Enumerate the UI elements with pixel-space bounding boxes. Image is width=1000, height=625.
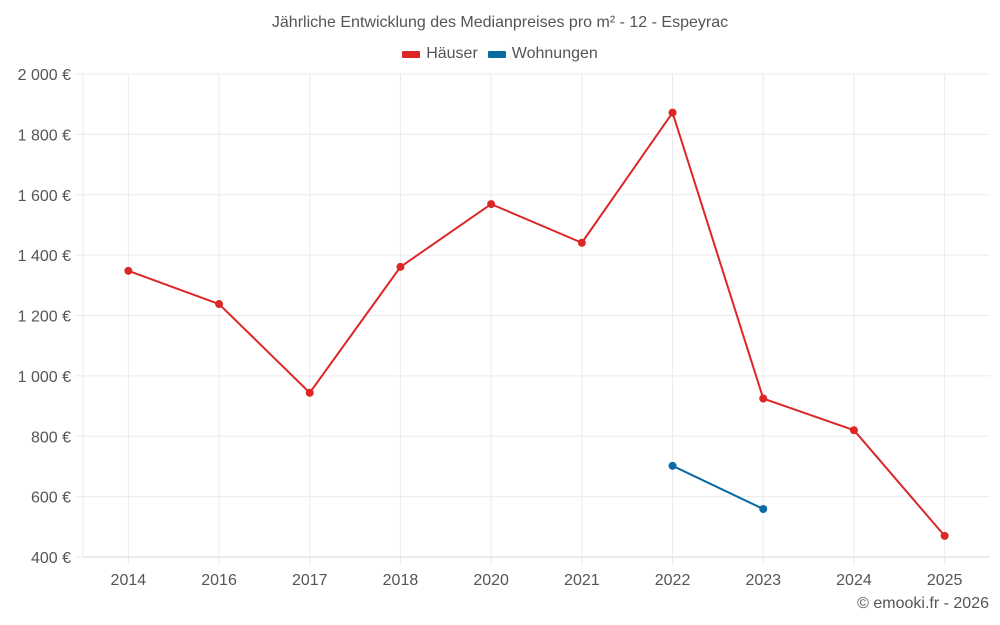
y-axis: 400 € 600 € 800 € 1 000 € 1 200 € 1 400 € 1 60… [18,67,71,567]
data-point-haeuser [124,266,133,275]
legend-label-wohnungen: Wohnungen [511,45,598,62]
x-tick-label: 2023 [745,572,781,589]
data-point-haeuser [396,262,405,271]
x-axis: 2014 2016 2017 2018 2020 2021 2022 2023 2024 2025 [111,572,963,589]
x-tick-label: 2016 [201,572,237,589]
series-line-wohnungen [672,464,764,510]
x-tick-label: 2021 [564,572,600,589]
data-point-haeuser [577,238,586,247]
y-tick-label: 400 € [31,550,71,567]
x-tick-label: 2018 [383,572,419,589]
x-tick-label: 2017 [292,572,328,589]
x-tick-label: 2020 [473,572,509,589]
data-point-haeuser [940,531,949,540]
data-point-haeuser [759,394,768,403]
data-point-wohnungen [759,505,768,514]
legend-swatch-haeuser [402,50,421,58]
x-tick-label: 2014 [111,572,147,589]
y-tick-label: 1 200 € [18,309,71,326]
legend-item-haeuser[interactable]: Häuser [402,45,478,63]
series-line-haeuser [128,111,946,537]
copyright-credit: © emooki.fr - 2026 [857,595,989,612]
y-tick-label: 1 400 € [18,248,71,265]
chart-title: Jährliche Entwicklung des Medianpreises … [271,14,729,31]
data-point-wohnungen [668,461,677,470]
data-series [124,108,949,540]
legend-swatch-wohnungen [487,50,506,58]
y-tick-label: 1 800 € [18,127,71,144]
legend-item-wohnungen[interactable]: Wohnungen [487,45,598,63]
x-tick-label: 2022 [655,572,691,589]
y-tick-label: 600 € [31,490,71,507]
x-tick-label: 2024 [836,572,872,589]
y-tick-label: 800 € [31,429,71,446]
x-tick-label: 2025 [927,572,963,589]
data-point-haeuser [849,426,858,435]
y-tick-label: 1 600 € [18,188,71,205]
y-tick-label: 1 000 € [18,369,71,386]
data-point-haeuser [215,300,224,309]
grid-lines [75,73,990,565]
chart-legend: Häuser Wohnungen [0,45,1000,63]
legend-label-haeuser: Häuser [426,45,478,62]
data-point-haeuser [487,200,496,209]
y-tick-label: 2 000 € [18,67,71,84]
data-point-haeuser [305,388,314,397]
data-point-haeuser [668,108,677,117]
